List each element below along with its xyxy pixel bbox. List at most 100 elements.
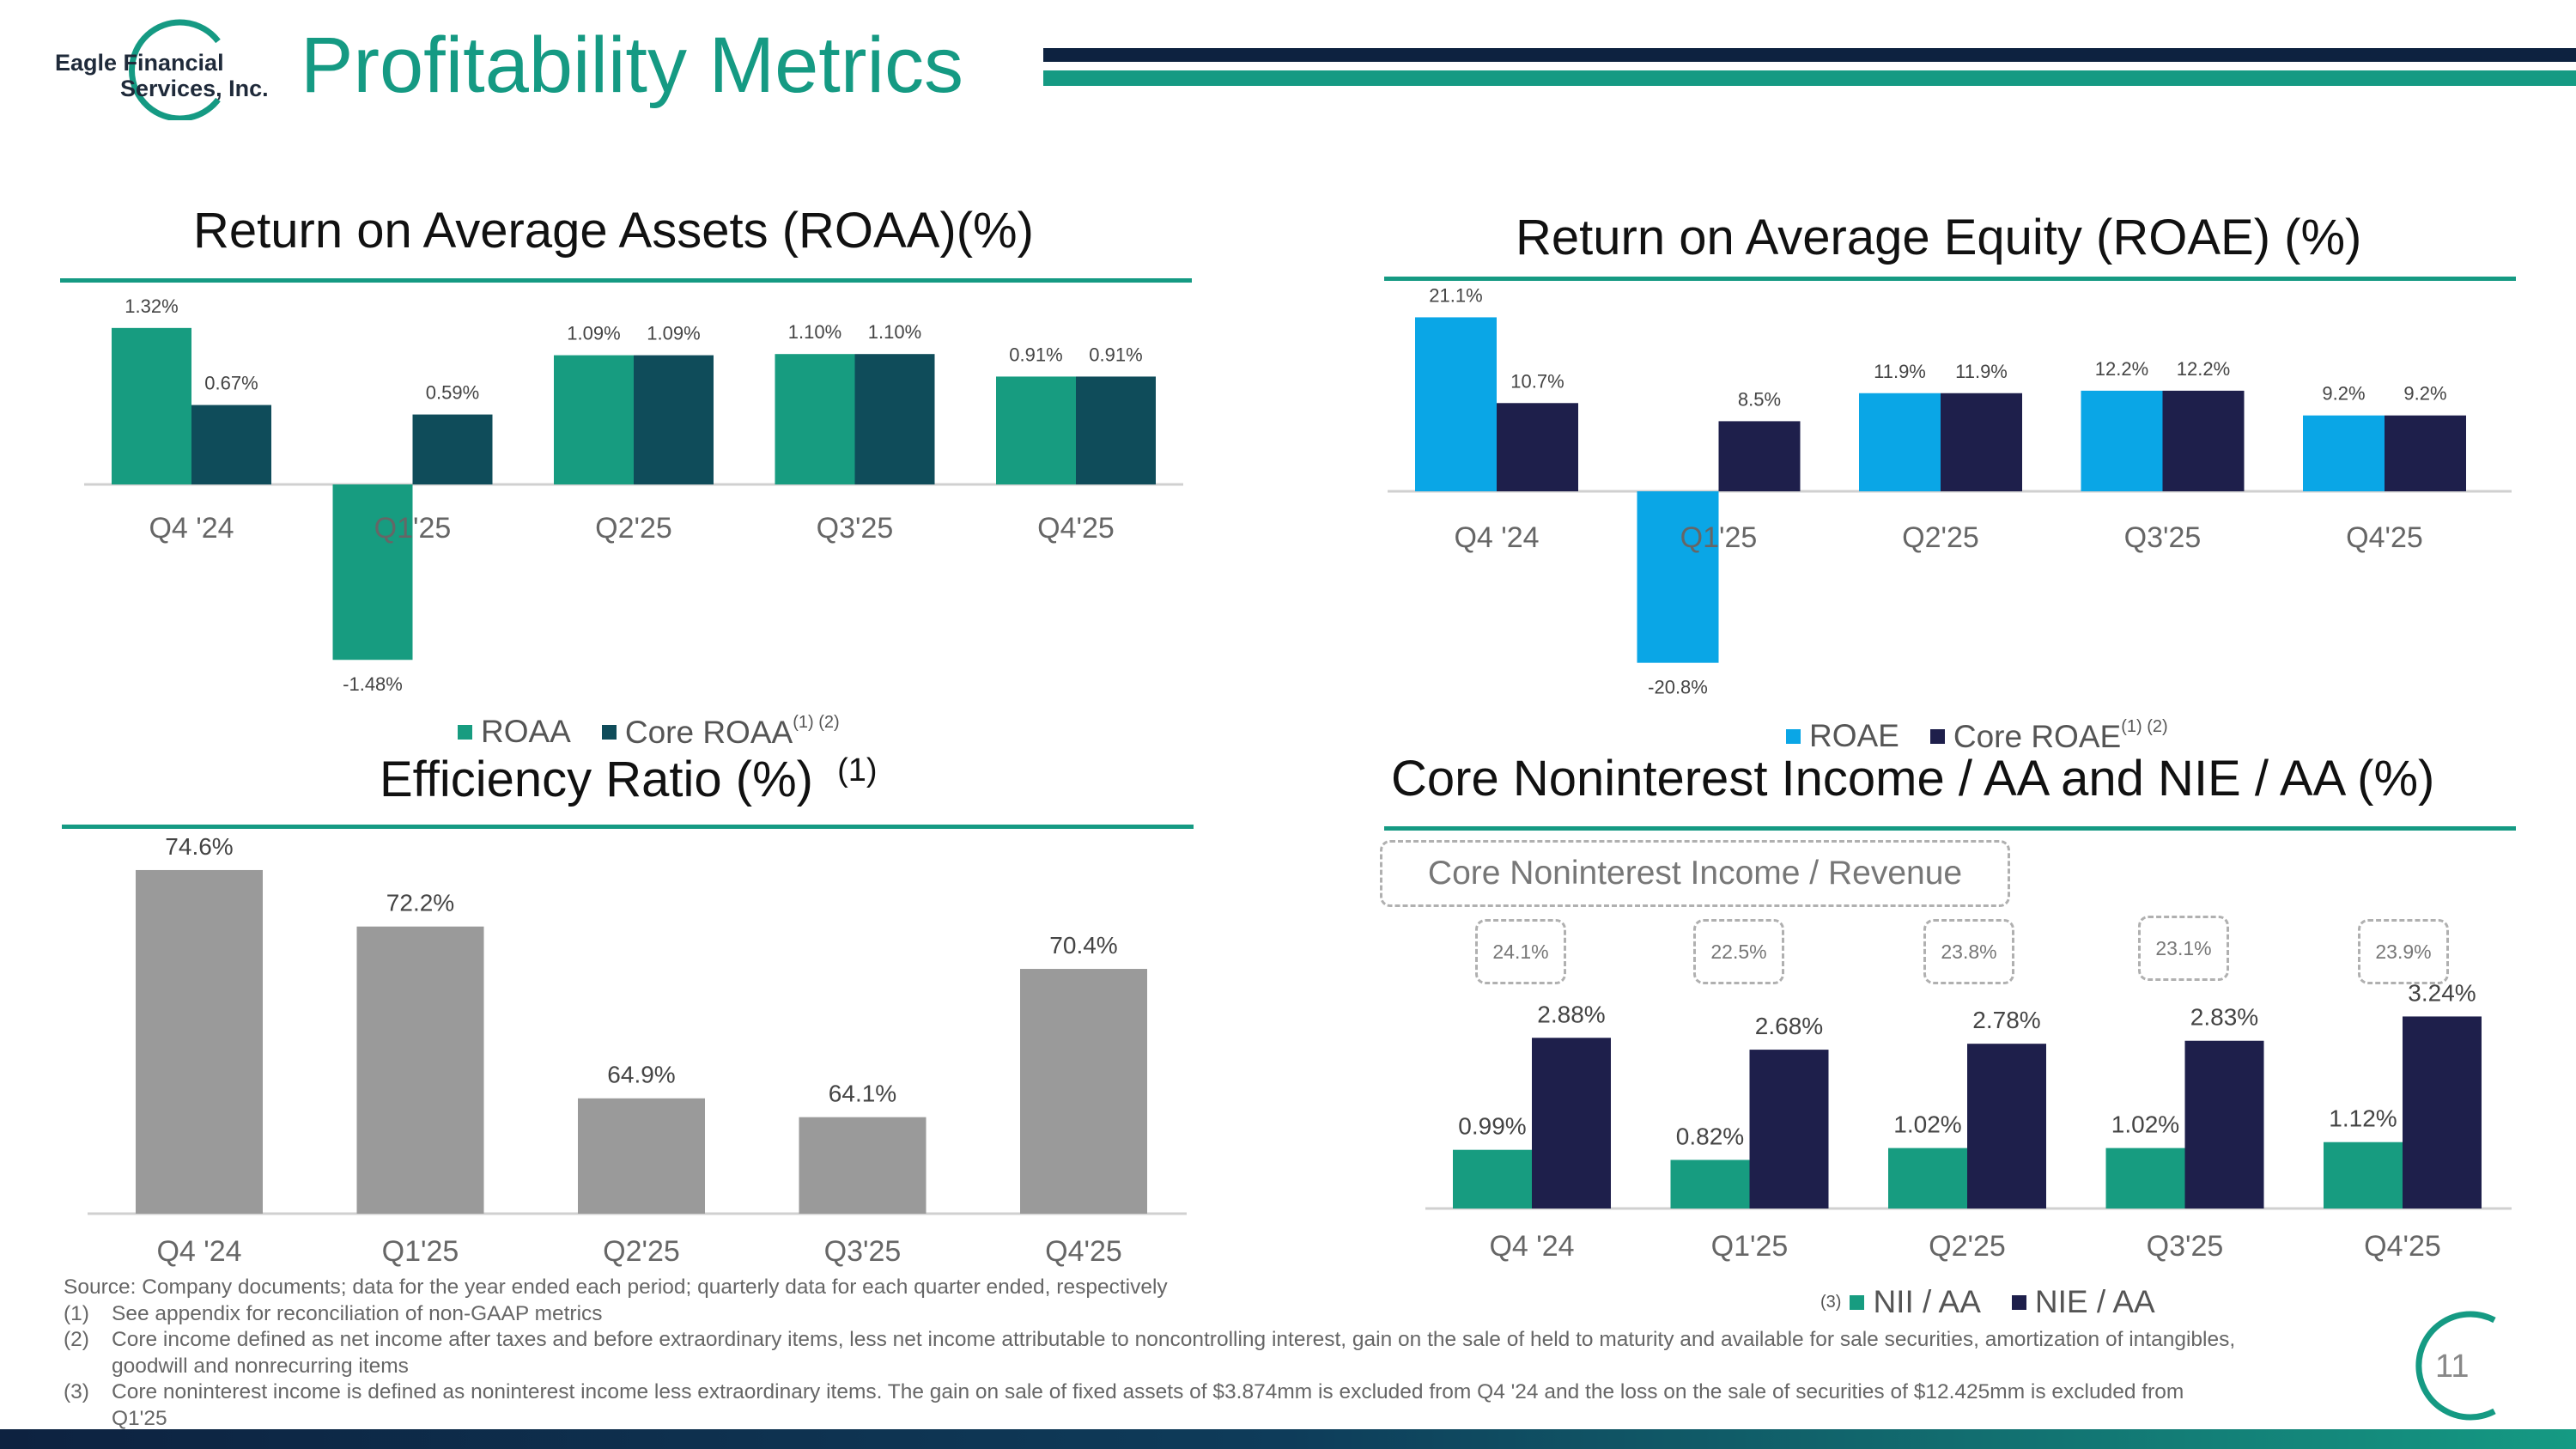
source-note: Source: Company documents; data for the … [64,1275,1168,1299]
footnote: (3) Core noninterest income is defined a… [64,1379,2245,1432]
nii-nie-x-tick-label: Q2'25 [1929,1230,2006,1263]
roae-data-label: 9.2% [2403,383,2446,405]
efficiency-chart-title: Efficiency Ratio (%) (1) [380,754,878,805]
roae-x-tick-label: Q4 '24 [1454,521,1539,554]
nii-nie-chart: 0.99% 2.88% Q4 '24 0.82% 2.68% Q1'25 1.02% 2.78… [1425,979,2512,1263]
roae-swatch [1786,728,1801,744]
nii-nie-data-label: 2.78% [1972,1007,2040,1033]
roaa-x-tick-label: Q4 '24 [149,512,234,545]
efficiency-data-label: 72.2% [386,890,454,916]
footer-bar [0,1429,2576,1449]
callout-box: 22.5% [1693,919,1784,984]
roaa-legend-label: ROAA [481,714,571,749]
efficiency-title-text: Efficiency Ratio (%) [380,752,813,807]
efficiency-x-tick-label: Q4'25 [1045,1235,1122,1268]
roaa-x-tick-label: Q2'25 [595,512,672,545]
roaa-bar [112,327,191,484]
roae-bar [2385,415,2466,491]
efficiency-title-rule [62,825,1194,829]
logo-name-line2: Services, Inc. [120,76,269,101]
roaa-title-rule [60,278,1192,283]
nii-nie-bar [2184,1040,2264,1209]
efficiency-chart: 74.6% Q4 '24 72.2% Q1'25 64.9% Q2'25 64.1% Q3'2… [88,833,1187,1268]
logo-name-line1: Eagle Financial [55,50,224,76]
roae-title-rule [1384,277,2516,281]
efficiency-bar [1020,969,1147,1214]
efficiency-bar [136,869,263,1214]
roaa-x-tick-label: Q1'25 [374,512,452,545]
nii-nie-bar [1532,1038,1611,1209]
roae-bar [1718,421,1801,491]
nie-swatch [2011,1294,2026,1310]
nii-nie-data-label: 0.82% [1676,1123,1744,1149]
roaa-x-tick-label: Q4'25 [1037,512,1115,545]
roae-data-label: 11.9% [1874,361,1926,382]
roae-legend: ROAE Core ROAE(1) (2) [1786,717,2168,755]
nii-nie-bar [2105,1148,2185,1209]
roae-bar [2081,390,2163,491]
nii-nie-bar [1453,1149,1532,1209]
roae-data-label: 8.5% [1738,388,1781,410]
callout-title-box: Core Noninterest Income / Revenue [1380,840,2010,907]
efficiency-data-label: 64.9% [607,1062,675,1088]
nii-nie-x-tick-label: Q3'25 [2147,1230,2224,1263]
roae-legend-label: ROAE [1809,718,1899,753]
efficiency-x-tick-label: Q2'25 [603,1235,680,1268]
roae-bar [2303,415,2385,491]
roaa-data-label: 1.09% [567,323,620,344]
roae-bar [1859,393,1941,491]
slide-title: Profitability Metrics [301,21,963,109]
roae-chart-title: Return on Average Equity (ROAE) (%) [1516,210,2362,265]
roae-data-label: 21.1% [1429,284,1482,306]
nii-nie-bar [1888,1148,1967,1209]
header-bar-navy [1043,48,2576,62]
efficiency-x-tick-label: Q1'25 [382,1235,459,1268]
roae-data-label: -20.8% [1648,677,1708,698]
roaa-bar [1076,376,1156,484]
nii-nie-chart-title: Core Noninterest Income / AA and NIE / A… [1391,751,2435,807]
nii-nie-bar [2403,1016,2482,1209]
header-bar-teal [1043,70,2576,86]
nii-nie-x-tick-label: Q4'25 [2364,1230,2441,1263]
roaa-bar [775,354,855,484]
roaa-swatch [458,724,472,740]
roaa-bar [634,355,714,484]
roaa-bar [191,405,271,484]
roaa-data-label: 1.32% [125,295,178,317]
footnote: (2) Core income defined as net income af… [64,1327,2245,1379]
roaa-bar [412,414,493,484]
roaa-bar [332,484,413,661]
roaa-data-label: -1.48% [343,673,403,695]
roaa-data-label: 1.10% [868,321,921,343]
roaa-x-tick-label: Q3'25 [817,512,894,545]
core-roaa-swatch [601,724,617,740]
roaa-bar [854,354,935,484]
roaa-bar [996,376,1076,484]
nii-nie-bar [1749,1050,1829,1209]
nii-swatch [1850,1294,1865,1310]
nii-legend-label: NII / AA [1873,1284,1981,1319]
callout-box: 23.1% [2138,916,2229,981]
nii-nie-data-label: 2.83% [2190,1004,2258,1031]
nii-nie-data-label: 1.02% [1893,1111,1961,1138]
roae-bar [1415,317,1497,491]
efficiency-bar [356,926,484,1214]
efficiency-x-tick-label: Q3'25 [824,1235,902,1268]
footnote: (1) See appendix for reconciliation of n… [64,1301,2245,1328]
roaa-chart: 1.32% 0.67% Q4 '24 -1.48% 0.59% Q1'25 1.09% 1.0… [84,295,1183,695]
roaa-data-label: 1.09% [647,323,700,344]
nii-nie-data-label: 1.12% [2329,1105,2397,1132]
roaa-data-label: 0.67% [204,373,258,394]
nii-nie-bar [1670,1160,1750,1209]
footnote-number: (2) [64,1328,89,1351]
efficiency-data-label: 70.4% [1049,932,1117,959]
callout-box: 24.1% [1475,919,1566,984]
roaa-data-label: 0.91% [1009,344,1062,365]
roaa-data-label: 0.59% [426,382,479,404]
nii-nie-data-label: 2.68% [1755,1013,1823,1039]
roae-x-tick-label: Q1'25 [1680,521,1758,554]
roae-chart: 21.1% 10.7% Q4 '24 -20.8% 8.5% Q1'25 11.9% 11.9… [1388,284,2512,698]
nii-nie-bar [2324,1142,2403,1209]
nii-nie-data-label: 1.02% [2111,1111,2179,1138]
efficiency-data-label: 64.1% [829,1081,896,1107]
